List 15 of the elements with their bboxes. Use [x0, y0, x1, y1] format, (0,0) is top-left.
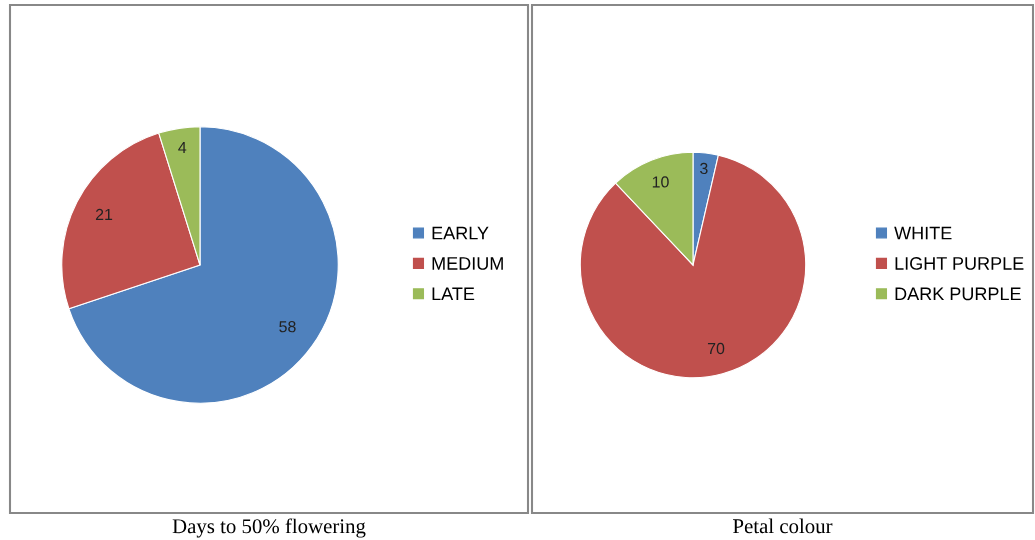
legend-label: WHITE	[894, 226, 952, 240]
data-label: 10	[652, 176, 669, 188]
legend-label: LIGHT PURPLE	[895, 257, 1024, 270]
legend-label: DARK PURPLE	[895, 287, 1021, 301]
data-label: 3	[700, 162, 708, 175]
legend-label: LATE	[432, 287, 475, 301]
legend-label: MEDIUM	[432, 257, 503, 270]
pie-slice	[579, 154, 807, 379]
data-label: 4	[178, 141, 187, 153]
text: Days to 50% flowering	[172, 518, 366, 538]
data-label: 21	[95, 208, 113, 220]
text: Petal colour	[733, 518, 833, 534]
legend-label: EARLY	[432, 226, 489, 240]
data-label: 58	[279, 321, 296, 333]
data-label: 70	[707, 342, 725, 355]
